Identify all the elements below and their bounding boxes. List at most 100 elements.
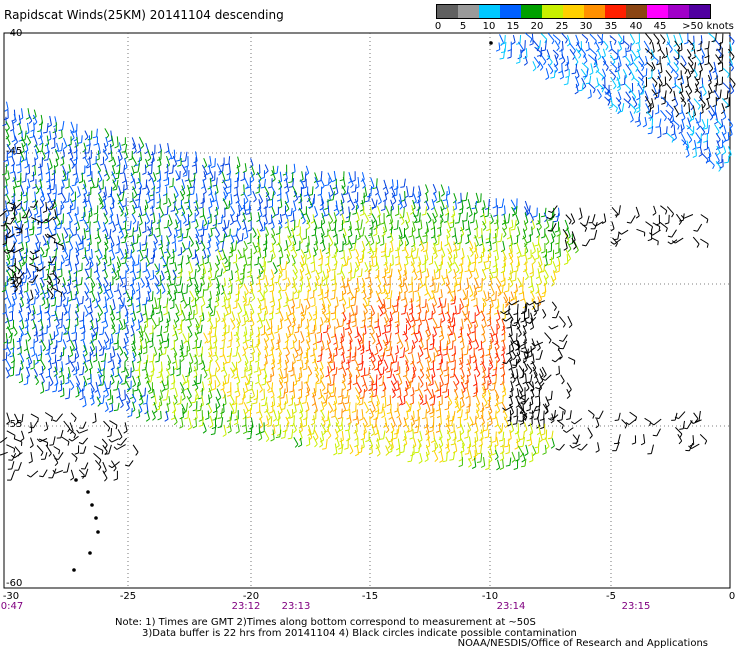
wind-barb <box>396 302 399 312</box>
wind-barb <box>228 170 231 180</box>
wind-barb <box>60 367 63 376</box>
wind-barb <box>19 268 25 278</box>
wind-barb-flag <box>77 283 82 286</box>
wind-barb <box>6 317 11 327</box>
wind-barb-flag <box>4 108 9 112</box>
wind-barb-flag <box>330 312 336 315</box>
wind-barb <box>536 228 541 236</box>
wind-barb-flag <box>471 321 476 324</box>
wind-barb <box>300 311 306 319</box>
wind-barb <box>56 233 61 242</box>
wind-barb <box>494 346 499 357</box>
wind-barb-flag <box>170 283 175 286</box>
wind-barb <box>257 361 259 372</box>
wind-barb <box>75 375 81 385</box>
wind-barb <box>75 177 77 185</box>
wind-barb-flag <box>416 270 421 274</box>
wind-barb <box>42 235 47 244</box>
wind-barb-flag <box>554 251 559 255</box>
wind-barb-flag <box>267 380 272 383</box>
wind-barb <box>68 311 70 319</box>
wind-barb <box>32 319 36 327</box>
wind-barb-flag <box>122 345 127 349</box>
wind-barb-flag <box>432 191 437 195</box>
wind-barb <box>159 346 163 355</box>
wind-barb-flag <box>340 285 345 289</box>
wind-barb <box>508 312 514 320</box>
wind-barb <box>153 240 157 250</box>
wind-barb <box>18 249 23 260</box>
wind-barb <box>347 235 350 244</box>
wind-barb-flag <box>79 247 84 251</box>
wind-barb <box>538 261 543 272</box>
wind-barb <box>237 302 243 312</box>
wind-barb <box>56 142 59 151</box>
wind-barb <box>173 149 176 158</box>
wind-barb <box>20 163 22 172</box>
wind-barb-flag <box>419 353 424 357</box>
wind-barb-flag <box>196 382 201 385</box>
wind-barb <box>12 130 16 141</box>
wind-barb-flag <box>56 227 61 230</box>
wind-barb <box>532 305 538 314</box>
wind-barb-flag <box>547 263 552 266</box>
wind-barb <box>140 151 142 161</box>
wind-barb <box>341 275 345 286</box>
wind-barb <box>314 281 317 290</box>
wind-barb <box>558 207 560 216</box>
wind-barb-flag <box>338 367 343 370</box>
wind-barb <box>146 269 151 277</box>
wind-barb-flag <box>563 262 568 265</box>
wind-barb-flag <box>362 296 367 300</box>
wind-barb <box>49 115 52 126</box>
wind-barb <box>543 263 546 272</box>
wind-barb <box>166 163 169 172</box>
wind-barb <box>21 108 24 119</box>
wind-barb <box>74 212 79 223</box>
wind-barb-flag <box>54 333 59 337</box>
wind-barb-flag <box>223 298 228 302</box>
wind-barb-flag <box>294 198 298 202</box>
wind-barb <box>454 305 457 314</box>
wind-barb <box>206 220 210 230</box>
wind-barb <box>112 263 116 271</box>
wind-barb <box>403 178 406 187</box>
wind-barb-flag <box>98 179 103 183</box>
wind-barb <box>237 312 241 323</box>
wind-barb-flag <box>60 163 65 166</box>
wind-barb <box>490 339 492 349</box>
wind-barb-flag <box>268 318 273 321</box>
wind-barb-flag <box>238 283 243 285</box>
wind-barb-flag <box>101 320 106 324</box>
wind-barb-flag <box>16 180 21 183</box>
wind-barb <box>452 206 456 216</box>
wind-barb <box>136 234 139 243</box>
wind-barb <box>89 156 91 167</box>
wind-barb <box>196 304 198 314</box>
wind-barb <box>27 353 33 363</box>
wind-barb-flag <box>371 312 375 317</box>
wind-barb <box>166 324 169 332</box>
wind-barb <box>411 304 414 313</box>
wind-barb <box>489 316 492 325</box>
wind-barb <box>404 247 409 256</box>
wind-barb <box>286 254 291 262</box>
wind-barb <box>437 282 440 292</box>
wind-barb-flag <box>362 194 367 198</box>
wind-barb-flag <box>63 312 68 316</box>
wind-barb-flag <box>295 354 299 359</box>
wind-barb <box>411 360 417 370</box>
wind-barb-flag <box>288 181 293 184</box>
wind-barb <box>529 212 534 221</box>
wind-barb-flag <box>319 367 324 371</box>
wind-barb <box>467 234 470 243</box>
wind-barb <box>439 227 442 235</box>
wind-barb <box>193 172 196 181</box>
wind-barb-flag <box>285 208 290 212</box>
wind-barb-flag <box>85 290 90 295</box>
wind-barb-flag <box>311 270 316 273</box>
wind-barb <box>263 178 266 188</box>
wind-barb <box>413 269 418 278</box>
wind-barb <box>209 198 213 207</box>
wind-barb <box>5 367 10 376</box>
